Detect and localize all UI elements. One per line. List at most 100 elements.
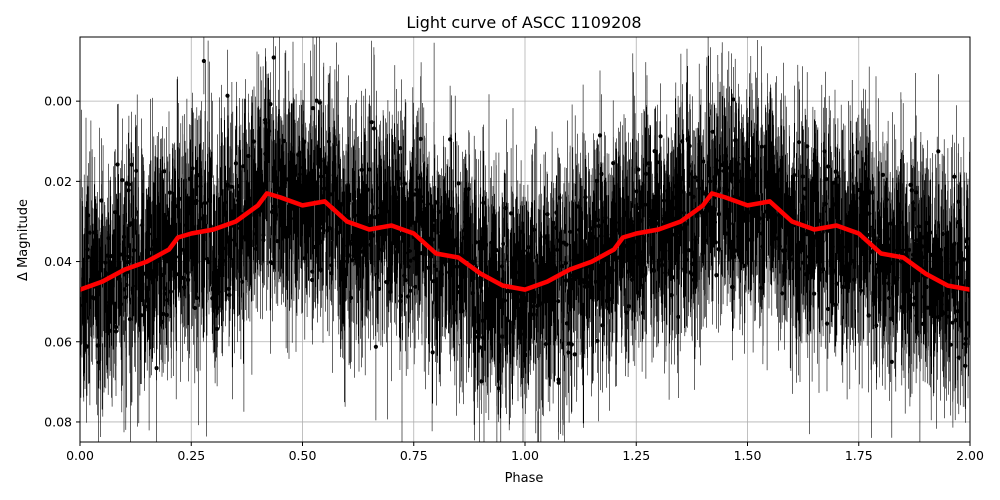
data-point	[560, 264, 565, 269]
data-point	[557, 195, 562, 200]
data-point	[556, 299, 561, 304]
y-tick-label: 0.00	[44, 94, 72, 109]
data-point	[206, 260, 212, 265]
data-point	[470, 291, 475, 296]
data-point	[504, 289, 510, 294]
data-point	[699, 210, 704, 215]
data-point	[953, 318, 959, 323]
data-point	[126, 188, 131, 193]
data-point	[545, 262, 550, 267]
data-point	[962, 257, 967, 262]
data-point	[852, 277, 857, 282]
data-point	[804, 232, 810, 237]
data-point	[87, 230, 92, 235]
data-point	[884, 197, 890, 202]
data-point	[954, 261, 959, 266]
data-point	[865, 232, 870, 237]
data-point	[914, 313, 919, 318]
data-point	[260, 188, 265, 193]
data-point	[611, 237, 617, 242]
data-point	[725, 231, 730, 236]
data-point	[924, 284, 929, 290]
data-point	[143, 304, 148, 309]
data-point	[398, 299, 403, 304]
data-point	[254, 246, 259, 251]
data-point	[782, 269, 787, 274]
data-point	[833, 302, 838, 307]
data-point	[886, 236, 891, 242]
data-point	[262, 182, 267, 187]
data-point	[886, 281, 891, 286]
data-point	[629, 277, 635, 282]
data-point	[166, 256, 171, 261]
data-point	[616, 255, 621, 260]
data-point	[545, 212, 550, 217]
data-point	[680, 139, 685, 144]
data-point	[949, 256, 954, 261]
data-point	[186, 277, 191, 282]
data-point	[124, 282, 129, 288]
data-point	[329, 271, 334, 276]
data-point	[679, 226, 684, 231]
data-point	[501, 241, 506, 246]
data-point	[613, 220, 618, 225]
data-point	[584, 273, 590, 278]
data-point	[603, 215, 608, 220]
data-point	[652, 149, 657, 154]
data-point	[685, 137, 690, 142]
data-point	[557, 238, 562, 243]
data-point	[608, 297, 613, 302]
data-point	[920, 244, 925, 249]
data-point	[800, 218, 805, 223]
data-point	[629, 219, 634, 224]
data-point	[538, 301, 543, 306]
data-point	[671, 195, 677, 200]
data-point	[965, 321, 970, 326]
data-point	[778, 200, 783, 206]
data-point	[182, 285, 187, 290]
data-point	[439, 272, 444, 277]
data-point	[651, 268, 657, 273]
data-point	[329, 263, 334, 268]
data-point	[843, 245, 849, 250]
data-point	[909, 188, 914, 193]
data-point	[569, 342, 575, 347]
data-point	[680, 189, 686, 194]
data-point	[379, 217, 384, 222]
data-point	[369, 120, 374, 125]
data-point	[115, 162, 120, 167]
data-point	[733, 138, 738, 143]
data-point	[648, 222, 653, 227]
data-point	[161, 311, 166, 317]
data-point	[785, 221, 791, 226]
data-point	[641, 262, 646, 267]
data-point	[92, 230, 97, 235]
data-point	[703, 238, 708, 243]
data-point	[302, 256, 307, 261]
data-point	[914, 238, 919, 243]
data-point	[113, 210, 118, 215]
data-point	[432, 263, 437, 268]
data-point	[759, 144, 764, 149]
data-point	[658, 258, 663, 263]
data-point	[638, 249, 643, 254]
data-point	[267, 129, 272, 134]
data-point	[672, 232, 678, 237]
data-point	[379, 203, 384, 208]
data-point	[535, 303, 540, 308]
data-point	[341, 259, 346, 264]
data-point	[894, 248, 900, 253]
data-point	[543, 342, 549, 347]
data-point	[438, 238, 443, 243]
data-point	[418, 136, 423, 141]
data-point	[928, 230, 933, 235]
data-point	[523, 352, 528, 358]
data-point	[591, 235, 596, 240]
data-point	[624, 310, 629, 315]
data-point	[602, 258, 607, 263]
data-point	[743, 214, 749, 219]
data-point	[201, 58, 206, 64]
data-point	[867, 211, 872, 216]
data-point	[579, 277, 584, 282]
data-point	[456, 181, 461, 186]
